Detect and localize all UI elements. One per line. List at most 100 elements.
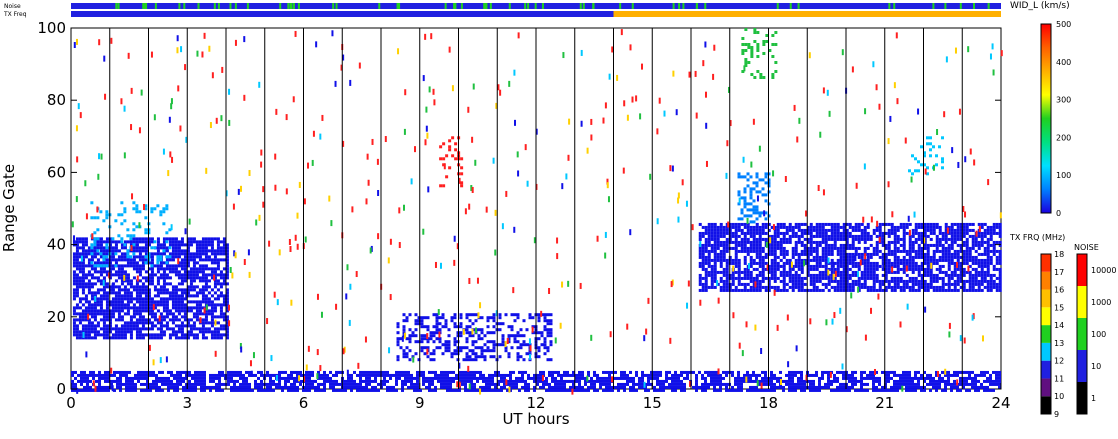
echo-pixel (219, 270, 223, 274)
echo-pixel (78, 255, 82, 259)
echo-pixel (99, 261, 103, 265)
echo-pixel (78, 297, 82, 301)
echo-pixel (99, 282, 103, 286)
echo-pixel (114, 243, 118, 247)
echo-pixel (153, 300, 157, 304)
echo-pixel (177, 243, 181, 247)
echo-pixel (186, 258, 190, 262)
echo-pixel (204, 321, 208, 325)
echo-pixel (129, 261, 133, 265)
echo-pixel (162, 207, 166, 211)
echo-pixel (737, 202, 741, 206)
echo-pixel (986, 282, 990, 286)
echo-pixel (743, 196, 747, 200)
echo-pixel (872, 267, 876, 271)
echo-pixel (896, 228, 900, 232)
echo-pixel (215, 376, 218, 380)
echo-pixel (741, 43, 745, 46)
echo-pixel (494, 382, 497, 386)
echo-pixel (770, 276, 774, 280)
echo-pixel (96, 291, 100, 295)
echo-pixel (156, 303, 160, 307)
echo-pixel (183, 291, 187, 295)
echo-pixel (758, 379, 761, 383)
echo-pixel (225, 303, 229, 307)
echo-pixel (938, 237, 942, 241)
echo-pixel (201, 249, 205, 253)
echo-pixel (168, 309, 172, 313)
echo-pixel (737, 273, 741, 277)
echo-pixel (899, 382, 902, 386)
echo-pixel (111, 315, 115, 319)
echo-pixel (219, 294, 223, 298)
echo-pixel (986, 237, 990, 241)
echo-pixel (452, 379, 455, 383)
echo-pixel (497, 379, 500, 383)
echo-pixel (222, 318, 226, 322)
echo-pixel (198, 276, 202, 280)
echo-pixel (995, 222, 999, 226)
echo-pixel (920, 276, 924, 280)
echo-pixel (162, 261, 166, 265)
echo-pixel (222, 279, 226, 283)
echo-pixel (809, 231, 813, 235)
echo-pixel (590, 376, 593, 380)
echo-pixel (971, 222, 975, 226)
echo-pixel (180, 279, 184, 283)
echo-pixel (180, 327, 184, 331)
echo-pixel (770, 285, 774, 289)
echo-pixel (923, 222, 927, 226)
echo-pixel (510, 325, 514, 329)
echo-pixel (893, 276, 897, 280)
echo-pixel (662, 385, 665, 389)
echo-pixel (78, 306, 82, 310)
echo-pixel (162, 240, 166, 244)
echo-pixel (144, 309, 148, 313)
echo-pixel (216, 240, 220, 244)
echo-pixel (102, 297, 106, 301)
echo-pixel (734, 252, 738, 256)
echo-pixel (537, 319, 541, 323)
echo-pixel (818, 376, 821, 380)
echo-pixel (797, 267, 801, 271)
echo-pixel (177, 270, 181, 274)
echo-pixel (779, 258, 783, 262)
echo-pixel (722, 370, 725, 374)
echo-pixel (941, 288, 945, 292)
echo-pixel (225, 309, 229, 313)
echo-pixel (833, 240, 837, 244)
echo-pixel (204, 282, 208, 286)
echo-pixel (782, 279, 786, 283)
echo-pixel (392, 373, 395, 377)
echo-pixel (791, 234, 795, 238)
echo-pixel (917, 222, 921, 226)
echo-pixel (725, 249, 729, 253)
echo-pixel (905, 282, 909, 286)
echo-pixel (395, 370, 398, 374)
echo-pixel (725, 264, 729, 268)
echo-pixel (557, 370, 560, 374)
echo-pixel (86, 379, 89, 383)
echo-pixel (177, 255, 181, 259)
echo-pixel (785, 282, 789, 286)
echo-pixel (866, 237, 870, 241)
echo-pixel (162, 324, 166, 328)
echo-pixel (93, 312, 97, 316)
echo-pixel (96, 249, 100, 253)
echo-pixel (818, 228, 822, 232)
echo-pixel (557, 373, 560, 377)
echo-pixel (968, 222, 972, 226)
echo-pixel (629, 376, 632, 380)
echo-pixel (719, 255, 723, 259)
echo-pixel (899, 376, 902, 380)
echo-pixel (725, 231, 729, 235)
echo-pixel (965, 261, 969, 265)
echo-pixel (72, 255, 76, 259)
echo-pixel (111, 306, 115, 310)
echo-pixel (698, 279, 702, 283)
echo-pixel (114, 258, 118, 262)
echo-pixel (953, 222, 957, 226)
echo-pixel (144, 270, 148, 274)
echo-pixel (779, 376, 782, 380)
echo-pixel (947, 249, 951, 253)
